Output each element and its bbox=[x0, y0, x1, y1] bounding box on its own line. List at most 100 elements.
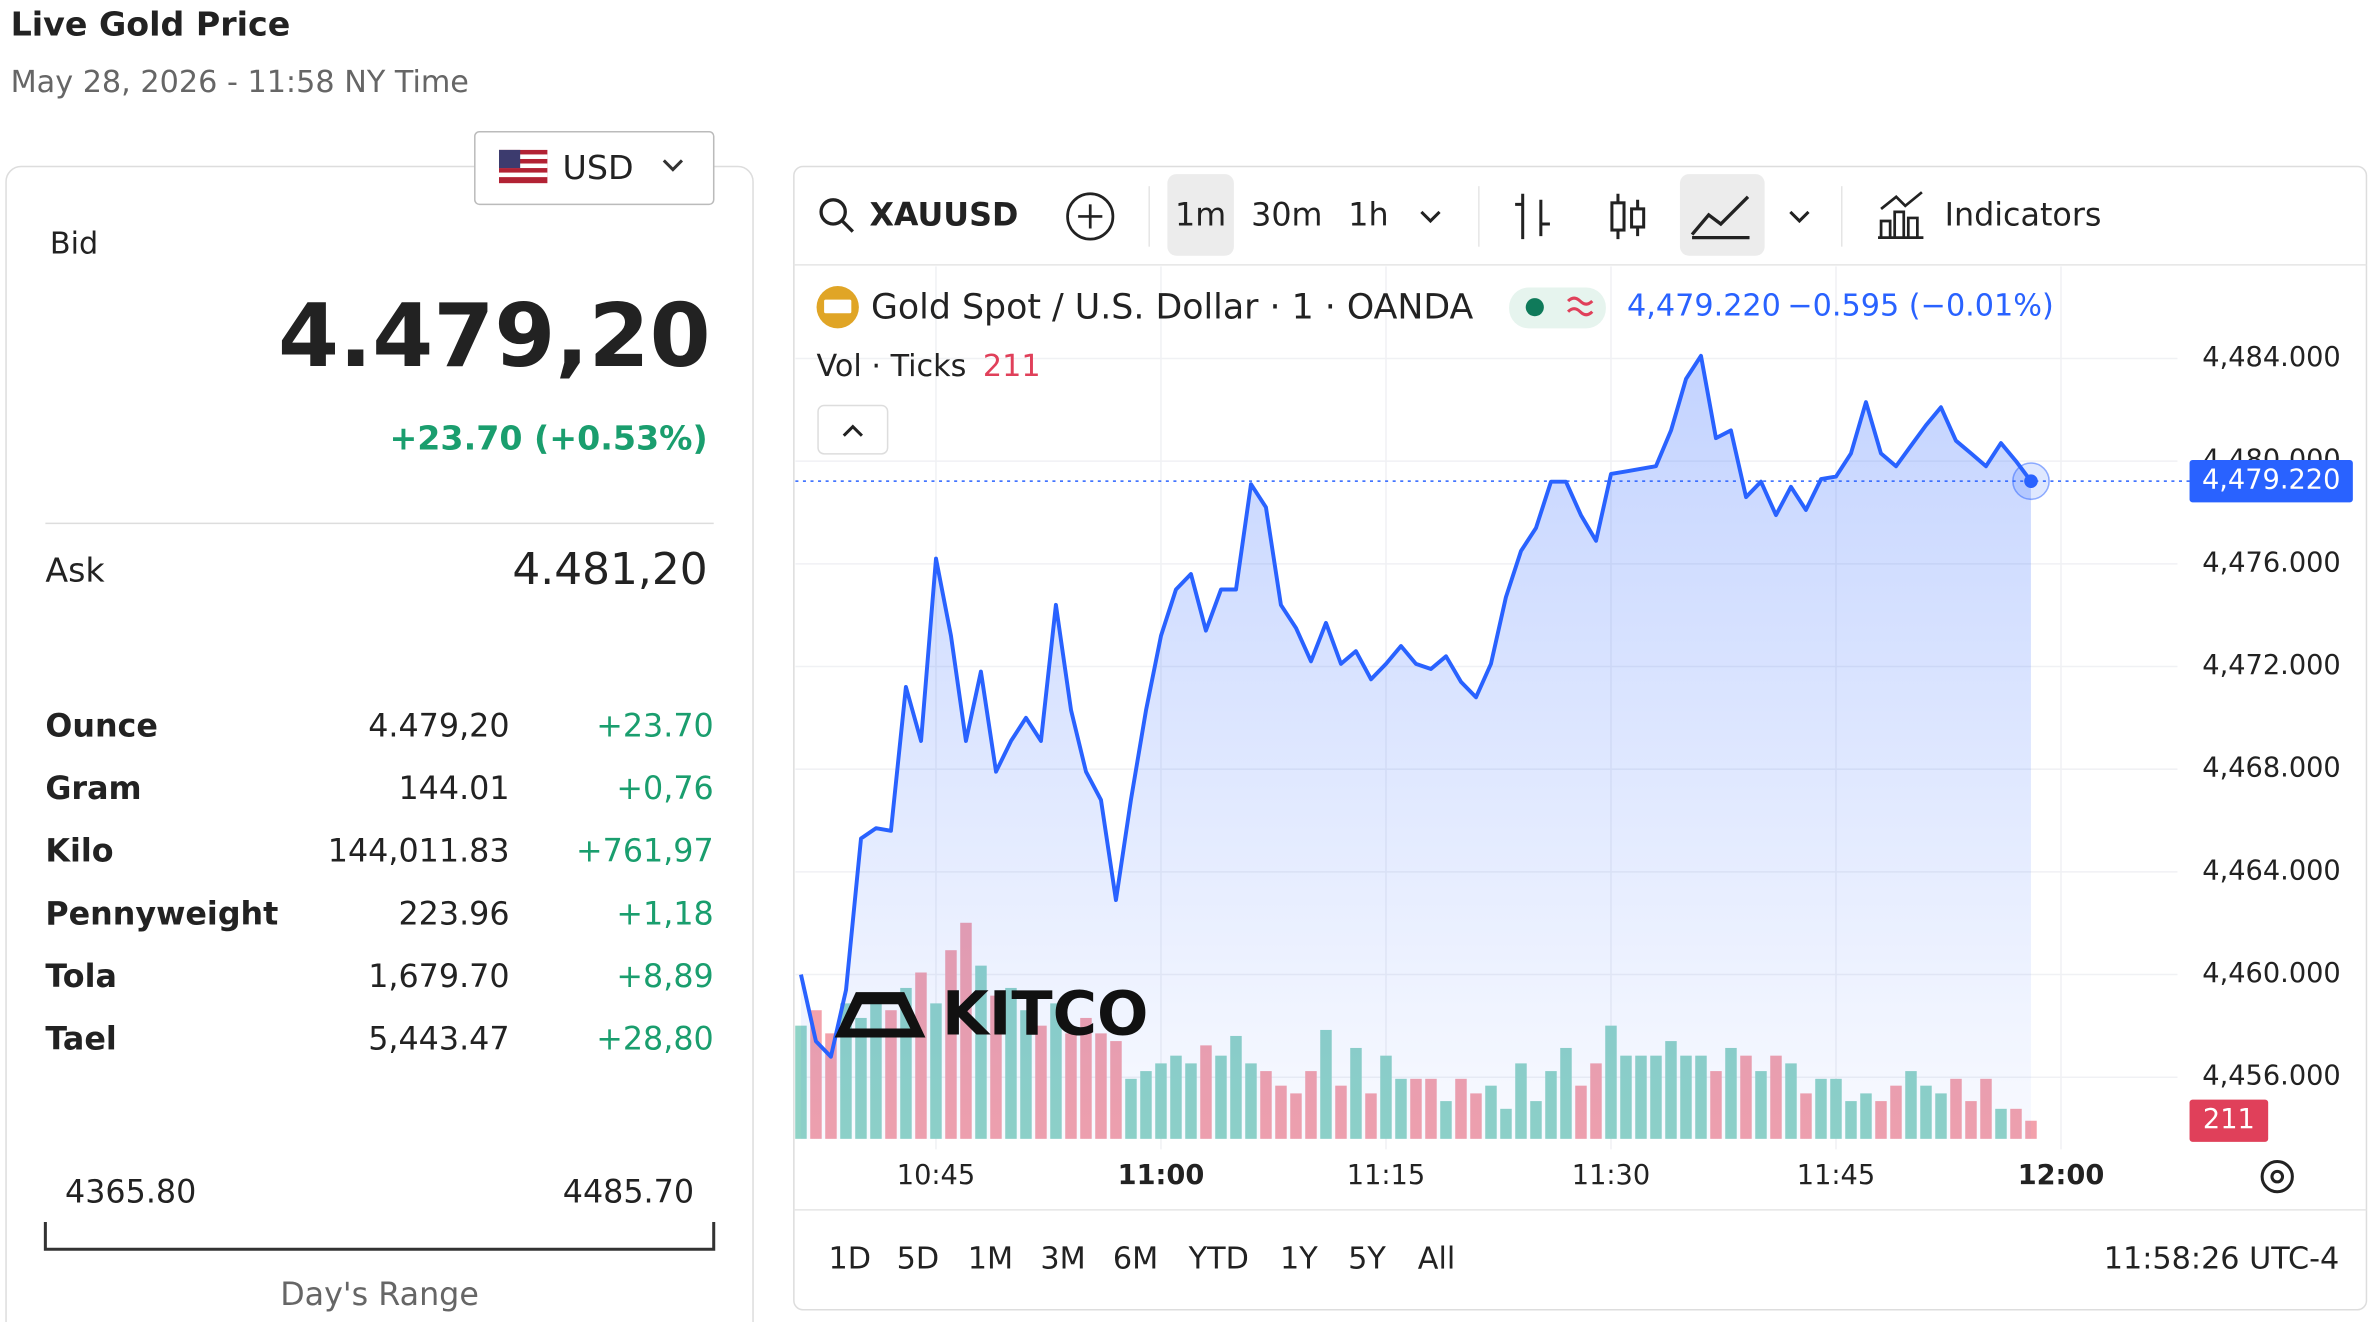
candle-body bbox=[1610, 201, 1626, 232]
range-buttons: 1D 5D 1M 3M 6M YTD 1Y 5Y All bbox=[829, 1241, 1456, 1276]
chart-type-active[interactable] bbox=[1679, 174, 1765, 256]
x-tick-label: 11:00 bbox=[1118, 1160, 1205, 1191]
price-area bbox=[800, 355, 2031, 1139]
unit-name: Tola bbox=[45, 959, 117, 995]
range-button[interactable]: YTD bbox=[1188, 1241, 1249, 1276]
range-low: 4365.80 bbox=[65, 1174, 196, 1210]
range-button[interactable]: All bbox=[1418, 1241, 1455, 1276]
chart-type-menu[interactable] bbox=[1789, 210, 1810, 224]
interval-button[interactable]: 30m bbox=[1251, 197, 1322, 233]
unit-name: Tael bbox=[45, 1022, 116, 1058]
y-tick-label: 4,460.000 bbox=[2202, 958, 2340, 989]
unit-table: Ounce 4.479,20 +23.70 Gram 144.01 +0,76 Kilo 14… bbox=[45, 709, 713, 1058]
area-icon bbox=[1690, 195, 1750, 240]
unit-change: +28,80 bbox=[596, 1022, 713, 1058]
unit-change: +761,97 bbox=[576, 834, 714, 870]
unit-price: 4.479,20 bbox=[368, 709, 509, 745]
search-icon bbox=[841, 219, 855, 233]
bid-label: Bid bbox=[50, 227, 98, 262]
unit-name: Ounce bbox=[45, 709, 158, 745]
currency-select[interactable]: USD bbox=[474, 131, 715, 206]
flag-stripe bbox=[498, 172, 548, 178]
search-icon bbox=[819, 198, 847, 226]
range-button[interactable]: 5D bbox=[897, 1241, 940, 1276]
chevron bbox=[662, 159, 684, 172]
watermark: KITCO bbox=[942, 979, 1148, 1049]
status-pill bbox=[1509, 287, 1606, 329]
plus-icon bbox=[1078, 204, 1103, 229]
y-tick-label: 4,484.000 bbox=[2202, 342, 2340, 373]
collapse-legend[interactable] bbox=[817, 404, 889, 455]
x-tick-label: 11:30 bbox=[1572, 1160, 1650, 1191]
y-tick-label: 4,468.000 bbox=[2202, 753, 2340, 784]
unit-change: +8,89 bbox=[616, 959, 713, 995]
range-button[interactable]: 1M bbox=[968, 1241, 1013, 1276]
compare-button[interactable] bbox=[1066, 192, 1115, 241]
range-button[interactable]: 1D bbox=[829, 1241, 872, 1276]
legend-series: Gold Spot / U.S. Dollar · 1 · OANDA bbox=[871, 288, 1474, 328]
volume-badge-label: 211 bbox=[2203, 1104, 2255, 1135]
range-high: 4485.70 bbox=[563, 1174, 694, 1210]
unit-change: +1,18 bbox=[616, 896, 713, 932]
indicators-button[interactable]: Indicators bbox=[1945, 197, 2102, 233]
interval-button[interactable]: 1m bbox=[1175, 197, 1226, 233]
ask-value: 4.481,20 bbox=[512, 544, 707, 595]
last-price-label: 4,479.220 bbox=[2202, 465, 2340, 496]
ask-label: Ask bbox=[45, 550, 105, 589]
page-subtitle: May 28, 2026 - 11:58 NY Time bbox=[11, 65, 469, 100]
unit-price: 1,679.70 bbox=[368, 959, 509, 995]
range-label: Day's Range bbox=[280, 1277, 479, 1313]
unit-price: 144.01 bbox=[398, 771, 509, 807]
plot: 4,456.000 4,460.000 4,464.000 4,468.000 4,47… bbox=[795, 266, 2353, 1191]
y-tick-label: 4,476.000 bbox=[2202, 547, 2340, 578]
bid-value: 4.479,20 bbox=[278, 285, 711, 387]
unit-price: 5,443.47 bbox=[368, 1022, 509, 1058]
intervals: 1m 30m 1h bbox=[1175, 197, 1389, 233]
bid-change: +23.70 (+0.53%) bbox=[389, 419, 707, 458]
y-tick-label: 4,464.000 bbox=[2202, 855, 2340, 886]
legend-change: −0.595 (−0.01%) bbox=[1787, 289, 2053, 324]
legend-volume: Vol · Ticks bbox=[817, 349, 967, 384]
range-button[interactable]: 3M bbox=[1040, 1241, 1085, 1276]
price-line bbox=[799, 353, 2033, 1059]
interval-active bbox=[1167, 174, 1234, 256]
page-title: Live Gold Price bbox=[11, 4, 291, 43]
symbol-logo-bar bbox=[824, 299, 852, 314]
range-button[interactable]: 5Y bbox=[1348, 1241, 1386, 1276]
bars-icon[interactable] bbox=[1515, 193, 1550, 240]
symbol[interactable]: XAUUSD bbox=[869, 197, 1018, 233]
price-card bbox=[5, 165, 754, 1322]
market-open-dot bbox=[1525, 298, 1544, 317]
symbol-search[interactable]: XAUUSD bbox=[819, 197, 1018, 233]
unit-name: Pennyweight bbox=[45, 896, 278, 932]
flag-canton bbox=[498, 149, 521, 169]
range-button[interactable]: 6M bbox=[1113, 1241, 1158, 1276]
indicators-icon[interactable] bbox=[1878, 191, 1924, 239]
x-tick-label: 12:00 bbox=[2018, 1160, 2105, 1191]
x-tick-label: 11:15 bbox=[1347, 1160, 1425, 1191]
volume-badge bbox=[2189, 1099, 2269, 1142]
unit-name: Kilo bbox=[45, 834, 113, 870]
legend-volume-value: 211 bbox=[983, 349, 1041, 384]
last-point bbox=[2024, 474, 2038, 488]
unit-name: Gram bbox=[45, 771, 141, 807]
interval-menu[interactable] bbox=[1420, 210, 1441, 224]
watermark-logo bbox=[834, 992, 926, 1038]
flag-stripe bbox=[498, 154, 548, 159]
unit-price: 144,011.83 bbox=[328, 834, 510, 870]
settings-button[interactable] bbox=[2260, 1159, 2294, 1194]
last-price-badge bbox=[2189, 459, 2353, 503]
interval-button[interactable]: 1h bbox=[1348, 197, 1388, 233]
delay-icon bbox=[1566, 296, 1594, 317]
y-tick-label: 4,456.000 bbox=[2202, 1061, 2340, 1092]
x-tick-label: 11:45 bbox=[1797, 1160, 1875, 1191]
settings-icon bbox=[2270, 1169, 2285, 1184]
range-button[interactable]: 1Y bbox=[1280, 1241, 1318, 1276]
x-tick-label: 10:45 bbox=[897, 1160, 975, 1191]
y-tick-label: 4,472.000 bbox=[2202, 650, 2340, 681]
unit-price: 223.96 bbox=[398, 896, 509, 932]
currency-label: USD bbox=[563, 148, 634, 187]
chevron-up bbox=[842, 424, 863, 437]
candle-body bbox=[1630, 207, 1646, 229]
